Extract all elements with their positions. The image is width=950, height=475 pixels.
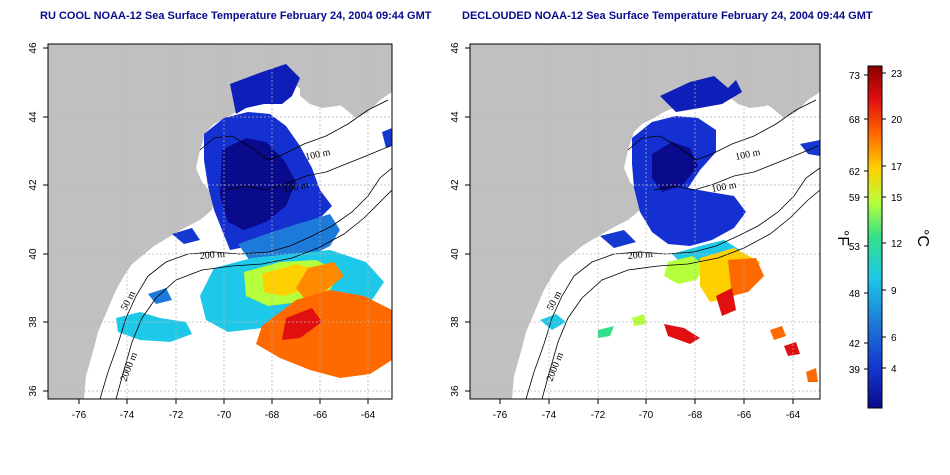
north-american-land bbox=[470, 44, 820, 399]
colorbar-ticks bbox=[864, 72, 886, 370]
left-contour-label-100m: 100 m bbox=[304, 147, 331, 163]
left-contour-label-100m-2: 100 m bbox=[283, 180, 310, 195]
nova-scotia-land bbox=[300, 54, 392, 108]
celsius-tick-label: 12 bbox=[891, 239, 903, 250]
left-map-title: RU COOL NOAA-12 Sea Surface Temperature … bbox=[40, 10, 432, 22]
right-contour-label-100m-2: 100 m bbox=[711, 180, 738, 195]
fahrenheit-tick-label: 42 bbox=[849, 339, 861, 350]
fahrenheit-tick-labels: 73 68 62 59 53 48 42 39 bbox=[849, 71, 861, 376]
left-x-tick-label: -68 bbox=[265, 410, 280, 421]
left-grid bbox=[48, 44, 392, 399]
celsius-tick-label: 6 bbox=[891, 333, 897, 344]
fahrenheit-tick-label: 53 bbox=[849, 242, 861, 253]
right-y-tick-label: 46 bbox=[450, 42, 461, 54]
right-x-tick-label: -72 bbox=[591, 410, 606, 421]
left-y-tick-label: 42 bbox=[28, 179, 39, 191]
right-x-tick-label: -64 bbox=[786, 410, 801, 421]
fahrenheit-tick-label: 48 bbox=[849, 289, 861, 300]
right-map-title: DECLOUDED NOAA-12 Sea Surface Temperatur… bbox=[462, 10, 873, 22]
right-axis-ticks bbox=[465, 47, 794, 404]
left-x-tick-labels: -76 -74 -72 -70 -68 -66 -64 bbox=[72, 410, 376, 421]
right-contour-label-100m: 100 m bbox=[734, 147, 761, 163]
nova-scotia-land bbox=[728, 54, 820, 108]
celsius-tick-label: 9 bbox=[891, 286, 897, 297]
right-y-tick-label: 42 bbox=[450, 179, 461, 191]
right-contour-label-200m: 200 m bbox=[627, 249, 653, 262]
left-contour-label-200m: 200 m bbox=[199, 249, 225, 262]
temperature-colorbar: 73 68 62 59 53 48 42 39 23 20 17 15 12 9… bbox=[834, 65, 931, 409]
fahrenheit-unit-label: °F bbox=[834, 230, 851, 246]
right-x-tick-labels: -76 -74 -72 -70 -68 -66 -64 bbox=[493, 410, 801, 421]
right-y-tick-label: 36 bbox=[450, 385, 461, 397]
left-x-tick-label: -66 bbox=[313, 410, 328, 421]
left-y-tick-labels: 36 38 40 42 44 46 bbox=[28, 42, 39, 397]
right-x-tick-label: -76 bbox=[493, 410, 508, 421]
left-x-tick-label: -70 bbox=[217, 410, 232, 421]
celsius-unit-label: °C bbox=[914, 229, 931, 247]
left-plot-frame bbox=[47, 43, 393, 400]
right-y-tick-label: 38 bbox=[450, 316, 461, 328]
left-y-tick-label: 46 bbox=[28, 42, 39, 54]
left-y-tick-label: 36 bbox=[28, 385, 39, 397]
celsius-tick-label: 20 bbox=[891, 115, 903, 126]
left-sst-field bbox=[116, 64, 392, 378]
left-axis-ticks bbox=[43, 47, 369, 404]
celsius-tick-label: 15 bbox=[891, 193, 903, 204]
right-y-tick-label: 40 bbox=[450, 248, 461, 260]
right-map-panel: 100 m 100 m 200 m 50 m 2000 m -76 -74 -7… bbox=[450, 42, 821, 421]
left-x-tick-label: -64 bbox=[361, 410, 376, 421]
right-y-tick-labels: 36 38 40 42 44 46 bbox=[450, 42, 461, 397]
right-x-tick-label: -66 bbox=[737, 410, 752, 421]
celsius-tick-label: 23 bbox=[891, 69, 903, 80]
right-y-tick-label: 44 bbox=[450, 111, 461, 123]
fahrenheit-tick-label: 73 bbox=[849, 71, 861, 82]
fahrenheit-tick-label: 68 bbox=[849, 115, 861, 126]
left-map-panel: 100 m 100 m 200 m 50 m 2000 m -76 -74 -7… bbox=[28, 42, 393, 421]
left-x-tick-label: -74 bbox=[120, 410, 135, 421]
left-y-tick-label: 44 bbox=[28, 111, 39, 123]
celsius-tick-label: 17 bbox=[891, 162, 903, 173]
left-x-tick-label: -76 bbox=[72, 410, 87, 421]
left-y-tick-label: 38 bbox=[28, 316, 39, 328]
right-plot-frame bbox=[469, 43, 821, 400]
north-american-land bbox=[48, 44, 392, 399]
right-sst-field bbox=[540, 76, 820, 382]
right-x-tick-label: -74 bbox=[542, 410, 557, 421]
fahrenheit-tick-label: 39 bbox=[849, 365, 861, 376]
colorbar-gradient bbox=[867, 65, 883, 409]
left-x-tick-label: -72 bbox=[169, 410, 184, 421]
right-x-tick-label: -70 bbox=[639, 410, 654, 421]
celsius-tick-labels: 23 20 17 15 12 9 6 4 bbox=[891, 69, 903, 375]
right-x-tick-label: -68 bbox=[688, 410, 703, 421]
fahrenheit-tick-label: 59 bbox=[849, 193, 861, 204]
right-grid bbox=[470, 44, 820, 399]
left-y-tick-label: 40 bbox=[28, 248, 39, 260]
fahrenheit-tick-label: 62 bbox=[849, 167, 861, 178]
celsius-tick-label: 4 bbox=[891, 364, 897, 375]
